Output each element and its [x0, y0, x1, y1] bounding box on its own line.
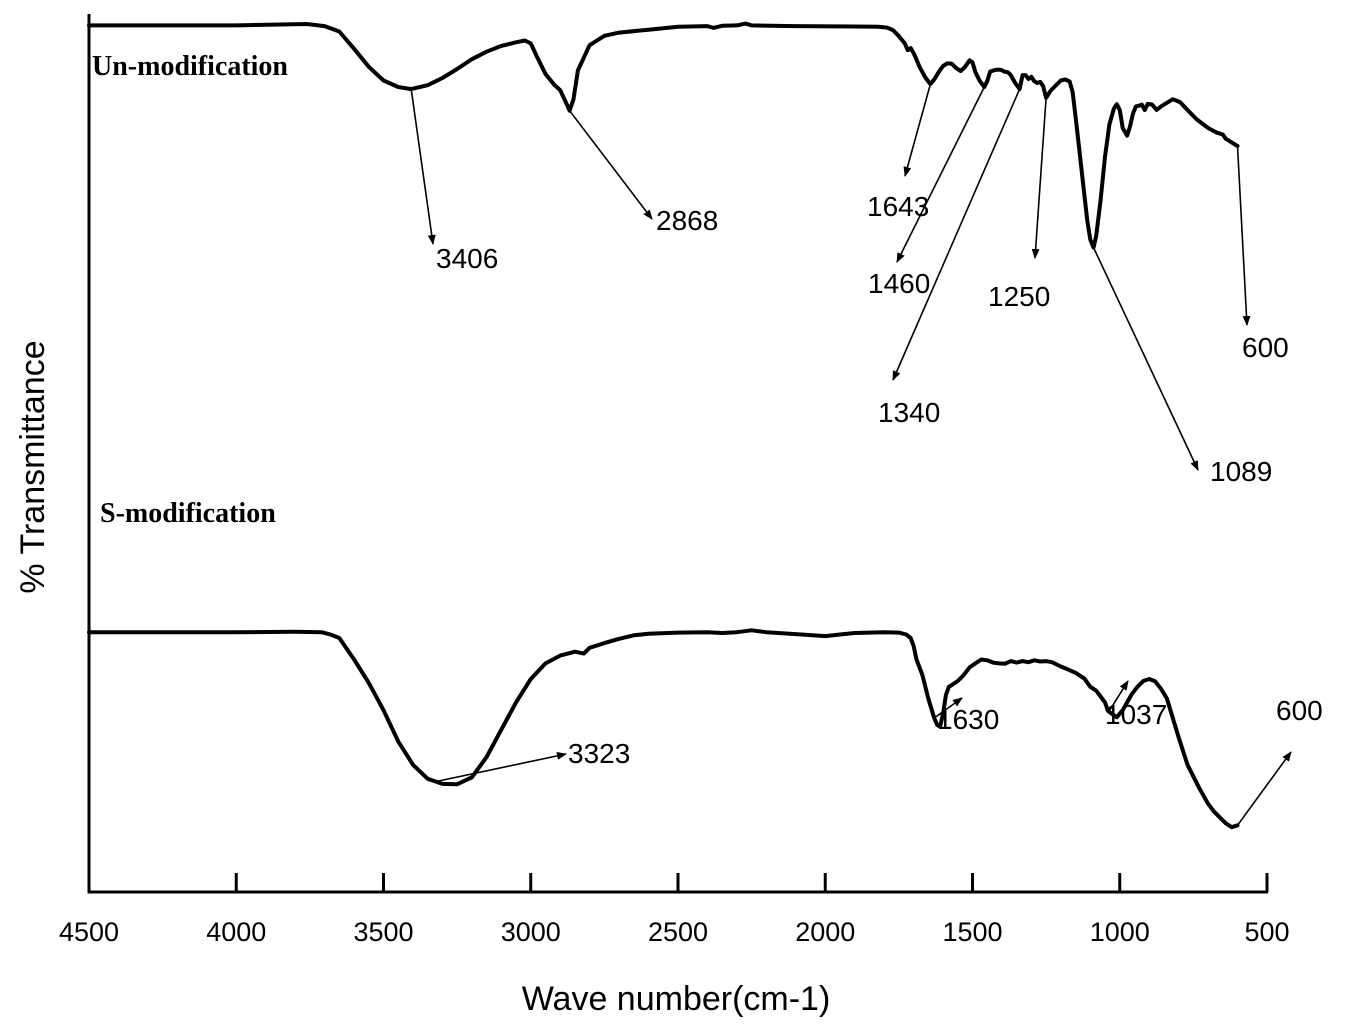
x-tick-label: 500: [1244, 917, 1289, 947]
annotation-arrow: [435, 751, 567, 783]
annotation-arrow: [568, 110, 653, 220]
x-ticks: 4500 4000 3500 3000 2500 2000 1500 1000 500: [59, 873, 1290, 947]
annotation-label: 1340: [878, 397, 940, 428]
x-tick-label: 3000: [501, 917, 561, 947]
annotation-label: 1089: [1210, 456, 1272, 487]
annotation-label: 600: [1242, 332, 1289, 363]
annotation-arrow: [1031, 97, 1047, 259]
annotation-arrow: [892, 88, 1021, 381]
x-tick-label: 2000: [795, 917, 855, 947]
annotation-arrow: [896, 86, 986, 263]
annotation-label: 2868: [656, 205, 718, 236]
annotation-arrow: [1108, 680, 1129, 713]
annotation-label: 1037: [1105, 699, 1167, 730]
annotation-label: 600: [1276, 695, 1323, 726]
y-axis-title: % Transmittance: [14, 340, 52, 593]
annotation-arrow: [410, 88, 436, 245]
axes: [87, 14, 1268, 894]
series-label-s-modification: S-modification: [100, 498, 276, 529]
annotation-label: 1250: [988, 281, 1050, 312]
annotation-label: 1630: [937, 704, 999, 735]
annotation-arrow: [903, 83, 932, 177]
x-tick-label: 4500: [59, 917, 119, 947]
x-axis-title: Wave number(cm-1): [522, 980, 831, 1018]
x-tick-label: 1500: [942, 917, 1002, 947]
x-tick-label: 1000: [1090, 917, 1150, 947]
series: Un-modification S-modification: [87, 21, 1240, 830]
annotation-arrow: [1092, 247, 1199, 471]
x-tick-label: 2500: [648, 917, 708, 947]
annotation-label: 1460: [868, 268, 930, 299]
annotation-label: 3406: [436, 243, 498, 274]
series-label-un-modification: Un-modification: [92, 51, 288, 82]
x-tick-label: 4000: [206, 917, 266, 947]
annotation-arrow: [1236, 145, 1251, 326]
series-line-un-modification: [87, 21, 1240, 250]
annotation-label: 3323: [568, 738, 630, 769]
annotation-arrow: [1236, 751, 1292, 826]
series-line-s-modification: [87, 628, 1240, 830]
annotation-arrow: [933, 697, 963, 719]
x-tick-label: 3500: [353, 917, 413, 947]
